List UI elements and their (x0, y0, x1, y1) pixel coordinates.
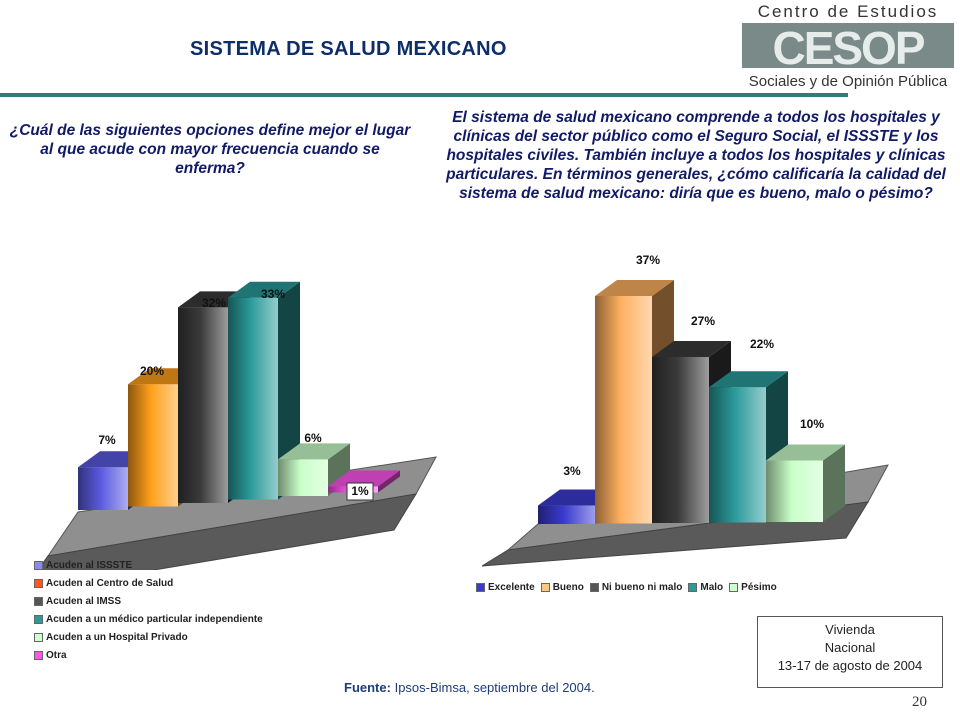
bar-label-0-1: 20% (140, 364, 164, 378)
bar-label-0-2: 32% (202, 296, 226, 310)
header-divider (0, 93, 848, 97)
chart2-legend-item: Ni bueno ni malo (589, 582, 683, 593)
legend-swatch (34, 596, 43, 606)
legend-label: Acuden al ISSSTE (46, 559, 133, 571)
bar-label-0-5: 1% (351, 484, 369, 498)
legend-swatch (476, 583, 485, 592)
chart1-plot: 7% 20% 32% 33% 6% 1% (37, 281, 437, 570)
legend-label: Pésimo (741, 582, 777, 593)
source-note: Fuente: Ipsos-Bimsa, septiembre del 2004… (344, 680, 595, 695)
legend-label: Malo (700, 582, 724, 593)
chart2-legend-item: Pésimo (729, 582, 777, 593)
legend-swatch (34, 632, 43, 642)
legend-swatch (34, 560, 43, 570)
legend-swatch (34, 578, 43, 588)
info-line-2: Nacional (824, 640, 876, 655)
bar-label-1-0: 3% (563, 464, 581, 478)
source-text: Ipsos-Bimsa, septiembre del 2004. (394, 680, 595, 695)
chart1-legend-item: Acuden a un médico particular independie… (34, 610, 394, 628)
legend-label: Excelente (488, 582, 535, 593)
legend-label: Acuden a un Hospital Privado (46, 631, 188, 643)
legend-swatch (34, 614, 43, 624)
chart1-question: ¿Cuál de las siguientes opciones define … (9, 122, 411, 177)
survey-info-box: Vivienda Nacional 13-17 de agosto de 200… (757, 616, 943, 688)
chart1-legend: Acuden al ISSSTE Acuden al Centro de Salu… (34, 556, 394, 664)
info-line-3: 13-17 de agosto de 2004 (777, 658, 923, 673)
logo-mark-text: CESOP (772, 22, 924, 74)
page-title: SISTEMA DE SALUD MEXICANO (190, 38, 507, 60)
bar-label-1-3: 22% (750, 337, 774, 351)
legend-label: Bueno (552, 582, 584, 593)
bar-label-1-1: 37% (636, 253, 660, 267)
page-number: 20 (912, 694, 927, 710)
bar-label-0-3: 33% (261, 287, 285, 301)
chart2-legend-item: Bueno (540, 582, 584, 593)
bar-label-1-2: 27% (691, 314, 715, 328)
legend-swatch (688, 583, 698, 592)
chart2-legend-item: Excelente (476, 582, 535, 593)
chart1-legend-item: Acuden a un Hospital Privado (34, 628, 394, 646)
legend-swatch (34, 650, 43, 660)
logo-bottom-text: Sociales y de Opinión Pública (749, 73, 948, 90)
bar-0-3 (228, 281, 300, 500)
legend-swatch (729, 583, 739, 592)
cesop-logo: Centro de Estudios CESOP Sociales y de O… (742, 2, 954, 90)
bar-label-0-0: 7% (98, 433, 116, 447)
chart1-legend-item: Otra (34, 646, 394, 664)
info-line-1: Vivienda (825, 622, 875, 637)
chart2-plot: 3% 37% 27% 22% 10% (481, 253, 889, 567)
legend-label: Acuden al Centro de Salud (46, 577, 174, 589)
chart2-legend-item: Malo (688, 582, 723, 593)
bar-label-0-4: 6% (304, 431, 322, 445)
chart1-legend-item: Acuden al Centro de Salud (34, 574, 394, 592)
chart2-question: El sistema de salud mexicano comprende a… (446, 109, 946, 202)
logo-top-text: Centro de Estudios (758, 2, 939, 21)
legend-label: Ni bueno ni malo (601, 582, 683, 593)
chart-floor-front (37, 493, 417, 570)
bar-label-1-4: 10% (800, 417, 824, 431)
legend-swatch (589, 583, 599, 592)
legend-label: Acuden a un médico particular independie… (46, 613, 263, 625)
chart1-legend-item: Acuden al ISSSTE (34, 556, 394, 574)
legend-label: Otra (46, 649, 67, 661)
chart2-legend: Excelente Bueno Ni bueno ni malo Malo Pésimo (476, 582, 916, 593)
logo-mark-band (742, 23, 954, 68)
legend-label: Acuden al IMSS (46, 595, 122, 607)
source-label: Fuente: (344, 680, 391, 695)
chart1-legend-item: Acuden al IMSS (34, 592, 394, 610)
legend-swatch (540, 583, 550, 592)
bar-1-4 (766, 444, 845, 522)
